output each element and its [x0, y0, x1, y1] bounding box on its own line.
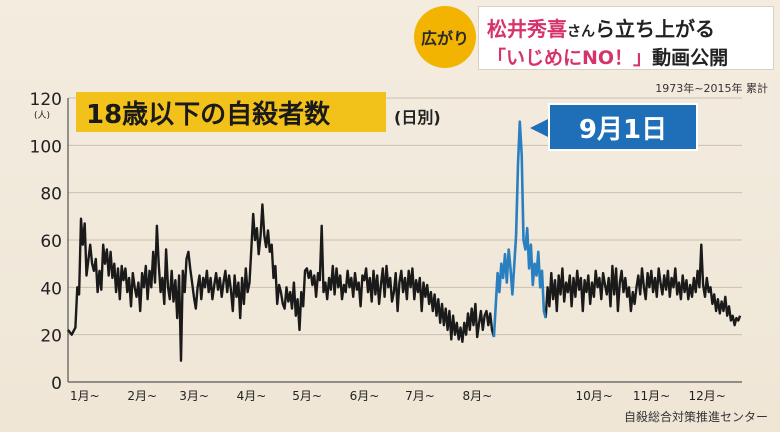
- y-axis: 0 20 40 60 80 100 120(人): [30, 90, 62, 394]
- headline-honorific: さん: [567, 24, 595, 40]
- source-credit: 自殺総合対策推進センター: [623, 410, 768, 424]
- headline-rest-1: ら立ち上がる: [595, 17, 715, 41]
- headline-box: 松井秀喜さんら立ち上がる 「いじめにNO！」動画公開: [478, 6, 774, 70]
- headline-rest-2: 動画公開: [652, 47, 729, 69]
- x-tick-label: 8月~: [463, 389, 493, 403]
- x-tick-label: 11月~: [633, 389, 670, 403]
- headline-line-1: 松井秀喜さんら立ち上がる: [487, 13, 715, 42]
- chart-title: 18歳以下の自殺者数: [86, 99, 331, 130]
- y-tick-label: 120: [30, 90, 62, 110]
- topic-badge: 広がり: [414, 6, 476, 68]
- x-tick-label: 4月~: [237, 389, 267, 403]
- y-tick-label: 20: [40, 327, 62, 347]
- peak-callout: 9月1日: [548, 103, 698, 151]
- headline-line-2: 「いじめにNO！」動画公開: [487, 43, 728, 70]
- x-tick-label: 7月~: [405, 389, 435, 403]
- y-tick-label: 60: [40, 232, 62, 252]
- y-unit-label: (人): [34, 110, 50, 121]
- chart-subtitle: (日別): [394, 108, 441, 127]
- headline-name: 松井秀喜: [487, 17, 567, 41]
- series-line-before: [67, 203, 496, 362]
- x-tick-label: 3月~: [179, 389, 209, 403]
- badge-label: 広がり: [420, 29, 469, 48]
- x-tick-label: 5月~: [292, 389, 322, 403]
- x-axis: 1月~ 2月~ 3月~ 4月~ 5月~ 6月~ 7月~ 8月~ 10月~ 11月~ 12月~: [67, 98, 742, 403]
- x-tick-label: 12月~: [688, 389, 725, 403]
- callout-label: 9月1日: [578, 114, 668, 145]
- y-tick-label: 80: [40, 185, 62, 205]
- chart-title-box: 18歳以下の自殺者数: [76, 92, 386, 132]
- x-tick-label: 1月~: [70, 389, 100, 403]
- x-tick-label: 10月~: [576, 389, 613, 403]
- headline-quote: 「いじめにNO！」: [487, 47, 653, 69]
- x-tick-label: 2月~: [127, 389, 157, 403]
- chart-series: [67, 120, 742, 362]
- y-tick-label: 0: [51, 374, 62, 394]
- period-note: 1973年~2015年 累計: [655, 82, 768, 95]
- series-line-after: [544, 243, 742, 327]
- callout-pointer: [530, 118, 550, 138]
- x-tick-label: 6月~: [350, 389, 380, 403]
- y-tick-label: 40: [40, 279, 62, 299]
- series-line-highlight: [492, 120, 547, 338]
- y-tick-label: 100: [30, 137, 62, 157]
